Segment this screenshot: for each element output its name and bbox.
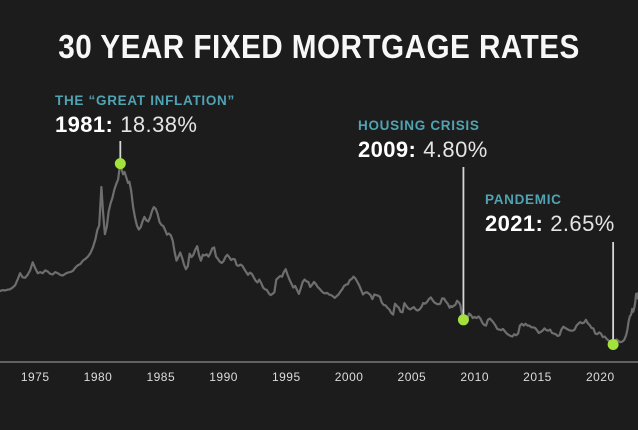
axis-tick-label: 2015 xyxy=(523,370,552,384)
annotation-label: PANDEMIC xyxy=(485,192,562,207)
annotation-year: 2009: xyxy=(358,137,417,162)
rate-marker-dot xyxy=(607,339,619,351)
axis-tick-label: 1990 xyxy=(209,370,238,384)
annotation-housing-crisis: HOUSING CRISIS 2009: 4.80% xyxy=(358,118,488,163)
axis-tick-label: 2020 xyxy=(585,370,615,384)
annotation-rate: 4.80% xyxy=(423,137,488,162)
annotation-year: 2021: xyxy=(485,211,544,236)
rate-marker-dot xyxy=(457,314,469,326)
axis-tick-label: 2010 xyxy=(460,370,490,384)
annotation-pandemic: PANDEMIC 2021: 2.65% xyxy=(485,192,615,237)
annotation-value: 2021: 2.65% xyxy=(485,211,615,237)
annotation-rate: 2.65% xyxy=(550,211,615,236)
annotation-label: HOUSING CRISIS xyxy=(358,118,480,133)
annotation-label: THE “GREAT INFLATION” xyxy=(55,93,235,108)
axis-tick-label: 2005 xyxy=(397,370,427,384)
axis-tick-label: 1975 xyxy=(20,370,50,384)
annotation-rate: 18.38% xyxy=(120,112,198,137)
annotation-year: 1981: xyxy=(55,112,114,137)
x-axis: 1975 1980 1985 1990 1995 2000 2005 2010 2015 2020 xyxy=(0,370,638,390)
axis-tick-label: 1995 xyxy=(271,370,301,384)
axis-tick-label: 2000 xyxy=(334,370,364,384)
mortgage-rate-line xyxy=(0,162,638,346)
annotation-value: 2009: 4.80% xyxy=(358,137,488,163)
page-title: 30 YEAR FIXED MORTGAGE RATES xyxy=(58,28,580,65)
annotation-value: 1981: 18.38% xyxy=(55,112,235,138)
rate-marker-dot xyxy=(114,158,126,170)
annotation-great-inflation: THE “GREAT INFLATION” 1981: 18.38% xyxy=(55,93,235,138)
axis-tick-label: 1985 xyxy=(146,370,176,384)
axis-tick-label: 1980 xyxy=(83,370,113,384)
